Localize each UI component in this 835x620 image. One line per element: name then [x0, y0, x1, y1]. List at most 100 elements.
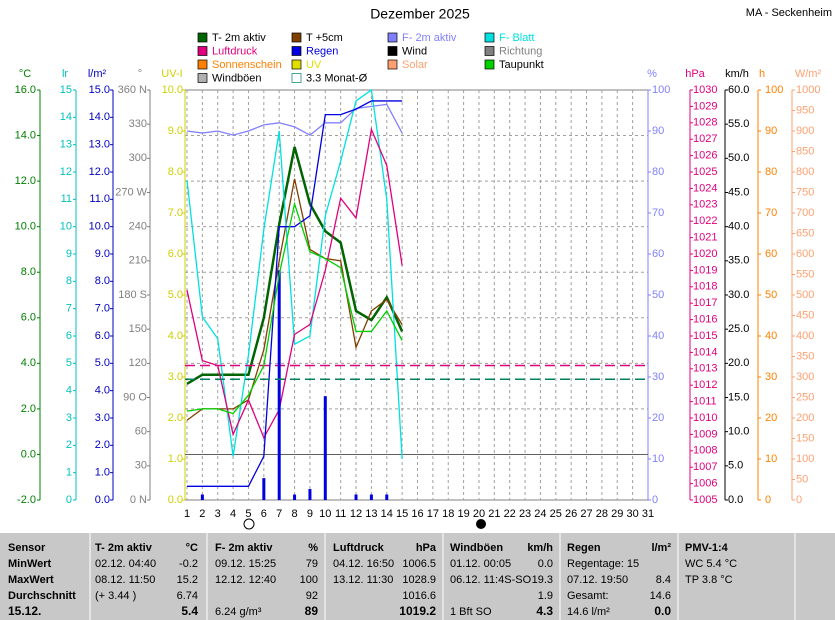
y-tick-label: 1010 [693, 412, 717, 424]
y-tick-label: 6.0 [95, 330, 110, 342]
y-tick-label: 1006 [693, 478, 717, 490]
y-tick-label: 0.0 [21, 448, 36, 460]
y-tick-label: 4.0 [168, 330, 183, 342]
y-tick-label: 10.0 [162, 84, 183, 96]
y-tick-label: 13.0 [89, 139, 110, 151]
y-tick-label: 1005 [693, 494, 717, 506]
y-tick-label: 8.0 [95, 275, 110, 287]
y-tick-label: 750 [796, 186, 814, 198]
stats-cell: 13.12. 11:30 [333, 574, 393, 586]
series-line [186, 127, 403, 440]
y-tick-label: 10.0 [728, 426, 749, 438]
y-tick-label: 20 [652, 412, 664, 424]
stats-cell: 0.0 [654, 604, 671, 618]
stats-cell: hPa [416, 542, 437, 554]
stats-cell: 14.6 l/m² [567, 606, 610, 618]
stats-cell: Regen [567, 542, 601, 554]
y-tick-label: 3.0 [95, 412, 110, 424]
stats-cell: 08.12. 11:50 [95, 574, 155, 586]
y-tick-label: 50 [652, 289, 664, 301]
stats-cell: 8.4 [656, 574, 671, 586]
y-tick-label: 800 [796, 166, 814, 178]
stats-cell: PMV-1:4 [685, 542, 729, 554]
stats-cell: -0.2 [179, 558, 198, 570]
x-tick-label: 8 [292, 508, 298, 520]
x-tick-label: 10 [319, 508, 331, 520]
y-tick-label: 40.0 [728, 221, 749, 233]
y-tick-label: 6.0 [168, 248, 183, 260]
stats-cell: 1.9 [538, 590, 553, 602]
chart-title: Dezember 2025 [370, 6, 470, 22]
legend-swatch [484, 46, 495, 56]
y-tick-label: 1014 [693, 346, 717, 358]
y-tick-label: 15.0 [728, 391, 749, 403]
y-tick-label: 100 [765, 84, 783, 96]
stats-cell: 1028.9 [402, 574, 436, 586]
axis-title: UV-I [161, 68, 182, 80]
x-tick-label: 23 [519, 508, 531, 520]
y-tick-label: 270 W [115, 186, 147, 198]
stats-cell: MinWert [8, 558, 52, 570]
y-tick-label: 200 [796, 412, 814, 424]
y-tick-label: 10 [765, 453, 777, 465]
stats-cell: °C [186, 542, 198, 554]
legend-label: Richtung [499, 45, 542, 57]
y-tick-label: 1027 [693, 133, 717, 145]
axis-title: l/m² [88, 68, 107, 80]
y-tick-label: 5.0 [728, 460, 743, 472]
y-tick-label: 8.0 [168, 166, 183, 178]
y-tick-label: 5.0 [95, 357, 110, 369]
rain-bar [385, 494, 389, 500]
legend-label: F- 2m aktiv [402, 32, 457, 44]
stats-cell: 01.12. 00:05 [450, 558, 511, 570]
stats-cell: 1 Bft SO [450, 606, 492, 618]
y-tick-label: 8.0 [21, 266, 36, 278]
y-tick-label: 2.0 [21, 403, 36, 415]
y-tick-label: 7 [66, 303, 72, 315]
stats-cell: 04.12. 16:50 [333, 558, 394, 570]
y-tick-label: 300 [796, 371, 814, 383]
y-tick-label: 1016 [693, 314, 717, 326]
y-tick-label: 20.0 [728, 357, 749, 369]
stats-cell: 5.4 [181, 604, 198, 618]
legend-swatch [291, 32, 302, 43]
y-tick-label: 14 [60, 111, 72, 123]
y-tick-label: 100 [796, 453, 814, 465]
y-tick-label: 550 [796, 268, 814, 280]
y-tick-label: 9.0 [95, 248, 110, 260]
y-tick-label: 1000 [796, 84, 820, 96]
y-tick-label: 100 [652, 84, 670, 96]
x-tick-label: 9 [307, 508, 313, 520]
y-tick-label: 14.0 [15, 129, 36, 141]
stats-cell: 1016.6 [402, 590, 436, 602]
y-tick-label: 950 [796, 104, 814, 116]
y-tick-label: 2 [66, 439, 72, 451]
x-tick-label: 1 [184, 508, 190, 520]
x-tick-label: 7 [276, 508, 282, 520]
y-tick-label: 12.0 [15, 175, 36, 187]
y-tick-label: 6 [66, 330, 72, 342]
y-tick-label: 1 [66, 467, 72, 479]
legend-label: T- 2m aktiv [212, 32, 266, 44]
y-tick-label: 55.0 [728, 118, 749, 130]
y-tick-label: 30.0 [728, 289, 749, 301]
series-line [186, 201, 403, 415]
rain-bar [200, 494, 204, 500]
y-tick-label: 50.0 [728, 152, 749, 164]
stats-cell: 15.2 [177, 574, 198, 586]
y-tick-label: 150 [796, 432, 814, 444]
x-tick-label: 11 [335, 508, 346, 520]
x-tick-label: 3 [215, 508, 221, 520]
y-tick-label: 3.0 [168, 371, 183, 383]
y-tick-label: 1019 [693, 264, 717, 276]
y-tick-label: 1013 [693, 363, 717, 375]
y-tick-label: 90 [652, 125, 664, 137]
axis-title: lr [62, 68, 68, 80]
rain-bar [293, 494, 297, 500]
x-tick-label: 24 [534, 508, 546, 520]
legend-label: Windböen [212, 72, 262, 84]
stats-cell: 1019.2 [399, 604, 436, 618]
y-tick-label: 250 [796, 391, 814, 403]
x-tick-label: 13 [365, 508, 377, 520]
y-tick-label: 15.0 [89, 84, 110, 96]
